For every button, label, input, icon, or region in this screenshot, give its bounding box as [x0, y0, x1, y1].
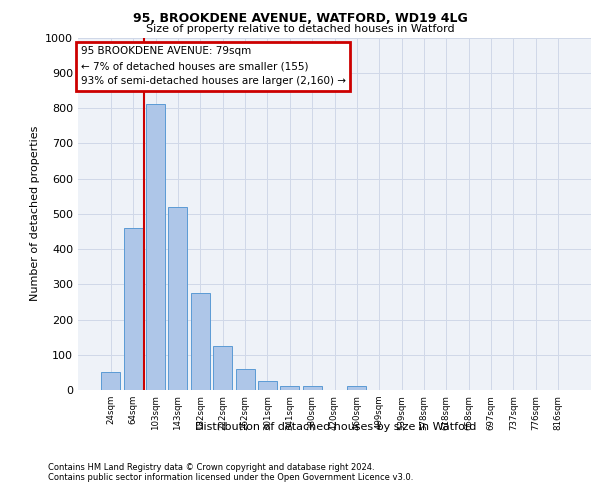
Bar [347, 386, 367, 390]
Bar [236, 369, 254, 390]
Bar [101, 372, 121, 390]
Text: 95 BROOKDENE AVENUE: 79sqm
← 7% of detached houses are smaller (155)
93% of semi: 95 BROOKDENE AVENUE: 79sqm ← 7% of detac… [80, 46, 346, 86]
Bar [280, 386, 299, 390]
Bar [302, 386, 322, 390]
Bar [146, 104, 165, 390]
Text: Size of property relative to detached houses in Watford: Size of property relative to detached ho… [146, 24, 454, 34]
Text: Contains public sector information licensed under the Open Government Licence v3: Contains public sector information licen… [48, 472, 413, 482]
Text: Contains HM Land Registry data © Crown copyright and database right 2024.: Contains HM Land Registry data © Crown c… [48, 462, 374, 471]
Bar [191, 293, 210, 390]
Bar [213, 346, 232, 390]
Y-axis label: Number of detached properties: Number of detached properties [29, 126, 40, 302]
Text: Distribution of detached houses by size in Watford: Distribution of detached houses by size … [196, 422, 476, 432]
Bar [169, 206, 187, 390]
Text: 95, BROOKDENE AVENUE, WATFORD, WD19 4LG: 95, BROOKDENE AVENUE, WATFORD, WD19 4LG [133, 12, 467, 26]
Bar [258, 381, 277, 390]
Bar [124, 228, 143, 390]
